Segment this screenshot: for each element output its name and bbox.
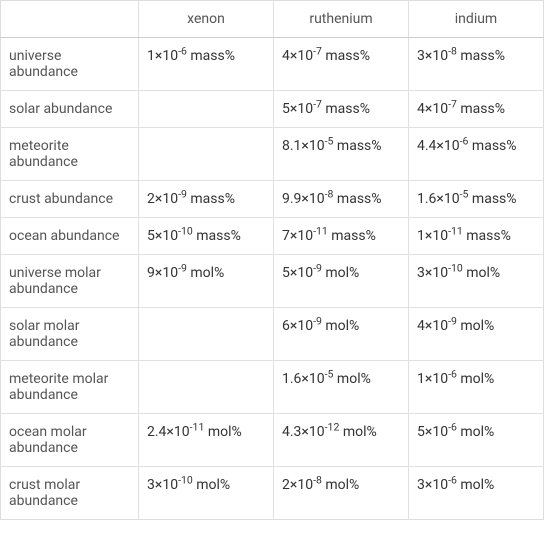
row-label: ocean molar abundance: [1, 414, 139, 467]
abundance-table: xenon ruthenium indium universe abundanc…: [0, 0, 544, 520]
table-row: crust abundance2×10-9 mass%9.9×10-8 mass…: [1, 181, 544, 218]
cell-value: 9.9×10-8 mass%: [274, 181, 409, 218]
row-label: universe molar abundance: [1, 255, 139, 308]
cell-value: 2×10-8 mol%: [274, 467, 409, 520]
cell-value: 3×10-6 mol%: [409, 467, 544, 520]
header-empty: [1, 1, 139, 38]
row-label: ocean abundance: [1, 218, 139, 255]
row-label: crust molar abundance: [1, 467, 139, 520]
cell-value: 4×10-7 mass%: [274, 38, 409, 91]
cell-value: 4×10-9 mol%: [409, 308, 544, 361]
cell-value: 8.1×10-5 mass%: [274, 128, 409, 181]
cell-value: [139, 128, 274, 181]
cell-value: 4×10-7 mass%: [409, 91, 544, 128]
cell-value: 5×10-6 mol%: [409, 414, 544, 467]
table-row: ocean abundance5×10-10 mass%7×10-11 mass…: [1, 218, 544, 255]
cell-value: 7×10-11 mass%: [274, 218, 409, 255]
header-col-indium: indium: [409, 1, 544, 38]
table-header-row: xenon ruthenium indium: [1, 1, 544, 38]
table-row: crust molar abundance3×10-10 mol%2×10-8 …: [1, 467, 544, 520]
cell-value: 3×10-8 mass%: [409, 38, 544, 91]
cell-value: 1×10-6 mass%: [139, 38, 274, 91]
row-label: solar molar abundance: [1, 308, 139, 361]
cell-value: 5×10-7 mass%: [274, 91, 409, 128]
cell-value: 5×10-10 mass%: [139, 218, 274, 255]
cell-value: 4.3×10-12 mol%: [274, 414, 409, 467]
cell-value: 9×10-9 mol%: [139, 255, 274, 308]
cell-value: 2×10-9 mass%: [139, 181, 274, 218]
row-label: crust abundance: [1, 181, 139, 218]
cell-value: [139, 361, 274, 414]
row-label: meteorite abundance: [1, 128, 139, 181]
cell-value: 3×10-10 mol%: [139, 467, 274, 520]
table-row: meteorite abundance 8.1×10-5 mass%4.4×10-…: [1, 128, 544, 181]
row-label: solar abundance: [1, 91, 139, 128]
table-row: universe abundance1×10-6 mass%4×10-7 mas…: [1, 38, 544, 91]
table-row: ocean molar abundance2.4×10-11 mol%4.3×1…: [1, 414, 544, 467]
cell-value: 1×10-11 mass%: [409, 218, 544, 255]
cell-value: 1×10-6 mol%: [409, 361, 544, 414]
cell-value: 2.4×10-11 mol%: [139, 414, 274, 467]
row-label: meteorite molar abundance: [1, 361, 139, 414]
cell-value: [139, 308, 274, 361]
table-row: solar abundance 5×10-7 mass%4×10-7 mass%: [1, 91, 544, 128]
cell-value: 3×10-10 mol%: [409, 255, 544, 308]
table-row: meteorite molar abundance 1.6×10-5 mol%1×…: [1, 361, 544, 414]
cell-value: 1.6×10-5 mass%: [409, 181, 544, 218]
cell-value: [139, 91, 274, 128]
table-row: universe molar abundance9×10-9 mol%5×10-…: [1, 255, 544, 308]
cell-value: 4.4×10-6 mass%: [409, 128, 544, 181]
row-label: universe abundance: [1, 38, 139, 91]
cell-value: 6×10-9 mol%: [274, 308, 409, 361]
cell-value: 1.6×10-5 mol%: [274, 361, 409, 414]
cell-value: 5×10-9 mol%: [274, 255, 409, 308]
table-body: universe abundance1×10-6 mass%4×10-7 mas…: [1, 38, 544, 520]
table-row: solar molar abundance 6×10-9 mol%4×10-9 m…: [1, 308, 544, 361]
header-col-xenon: xenon: [139, 1, 274, 38]
header-col-ruthenium: ruthenium: [274, 1, 409, 38]
